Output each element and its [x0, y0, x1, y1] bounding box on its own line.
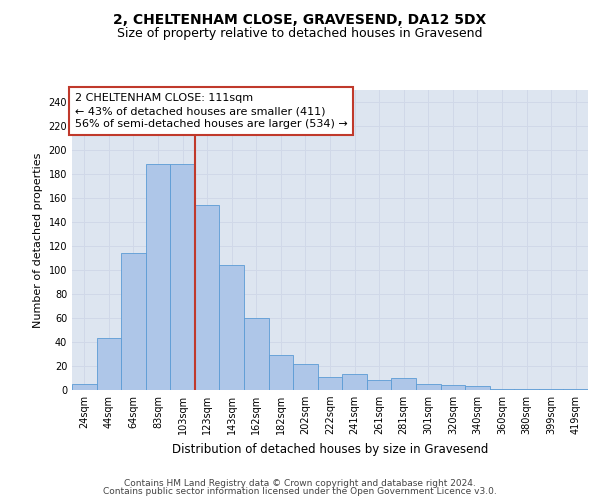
Bar	[367, 380, 391, 390]
Bar	[318, 377, 342, 390]
Y-axis label: Number of detached properties: Number of detached properties	[33, 152, 43, 328]
Text: 2 CHELTENHAM CLOSE: 111sqm
← 43% of detached houses are smaller (411)
56% of sem: 2 CHELTENHAM CLOSE: 111sqm ← 43% of deta…	[74, 93, 347, 130]
Bar	[269, 355, 293, 390]
Bar	[293, 364, 318, 390]
Bar	[170, 164, 195, 390]
Text: Size of property relative to detached houses in Gravesend: Size of property relative to detached ho…	[117, 28, 483, 40]
Bar	[244, 318, 269, 390]
Bar	[539, 389, 563, 390]
Bar	[391, 378, 416, 390]
Bar	[514, 389, 539, 390]
Bar	[563, 389, 588, 390]
Text: Contains HM Land Registry data © Crown copyright and database right 2024.: Contains HM Land Registry data © Crown c…	[124, 478, 476, 488]
Bar	[416, 384, 440, 390]
Bar	[121, 253, 146, 390]
Bar	[220, 265, 244, 390]
Bar	[146, 164, 170, 390]
Text: Contains public sector information licensed under the Open Government Licence v3: Contains public sector information licen…	[103, 487, 497, 496]
Bar	[195, 205, 220, 390]
Text: 2, CHELTENHAM CLOSE, GRAVESEND, DA12 5DX: 2, CHELTENHAM CLOSE, GRAVESEND, DA12 5DX	[113, 12, 487, 26]
Bar	[465, 386, 490, 390]
Bar	[490, 389, 514, 390]
X-axis label: Distribution of detached houses by size in Gravesend: Distribution of detached houses by size …	[172, 442, 488, 456]
Bar	[342, 374, 367, 390]
Bar	[72, 384, 97, 390]
Bar	[440, 385, 465, 390]
Bar	[97, 338, 121, 390]
